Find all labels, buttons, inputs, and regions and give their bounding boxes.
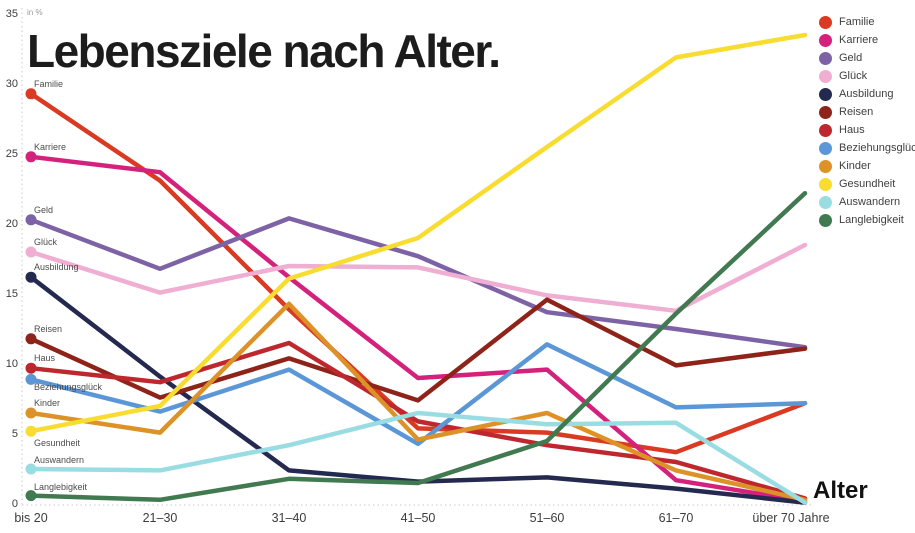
- series-line-karriere: [28, 154, 808, 504]
- x-tick-6: über 70 Jahre: [752, 511, 830, 525]
- legend-label-kinder: Kinder: [839, 160, 871, 172]
- x-tick-2: 31–40: [271, 511, 307, 525]
- series-start-dot-karriere: [25, 151, 37, 163]
- series-line-familie: [28, 91, 808, 455]
- legend-label-beziehungsglueck: Beziehungsglück: [839, 142, 915, 154]
- legend-dot-familie: [819, 16, 832, 29]
- y-axis-unit-label: in %: [27, 8, 43, 17]
- x-tick-3: 41–50: [400, 511, 436, 525]
- legend-label-glueck: Glück: [839, 70, 868, 82]
- y-tick-35: 35: [5, 7, 18, 20]
- y-tick-30: 30: [5, 77, 18, 90]
- series-start-dot-beziehungsglueck: [25, 373, 37, 385]
- series-line-beziehungsglueck: [28, 342, 808, 447]
- series-start-label-langlebigkeit: Langlebigkeit: [34, 481, 88, 492]
- legend-label-auswandern: Auswandern: [839, 196, 901, 208]
- legend-dot-auswandern: [819, 196, 832, 209]
- series-line-gesundheit: [28, 32, 808, 434]
- y-tick-25: 25: [5, 147, 18, 160]
- legend-dot-beziehungsglueck: [819, 142, 832, 155]
- legend-dot-karriere: [819, 34, 832, 47]
- series-start-dot-haus: [25, 362, 37, 374]
- series-start-label-beziehungsglueck: Beziehungsglück: [34, 382, 103, 393]
- series-start-dot-gesundheit: [25, 425, 37, 437]
- series-start-label-haus: Haus: [34, 353, 56, 364]
- series-start-dot-familie: [25, 88, 37, 100]
- legend-dot-haus: [819, 124, 832, 137]
- series-line-kinder: [28, 301, 808, 503]
- series-start-label-familie: Familie: [34, 78, 64, 89]
- series-line-reisen: [28, 297, 808, 403]
- x-tick-1: 21–30: [142, 511, 178, 525]
- x-tick-4: 51–60: [529, 511, 565, 525]
- legend-dot-ausbildung: [819, 88, 832, 101]
- legend-dot-glueck: [819, 70, 832, 83]
- series-start-label-ausbildung: Ausbildung: [34, 262, 79, 273]
- y-tick-10: 10: [5, 357, 18, 370]
- series-start-dot-geld: [25, 214, 37, 226]
- legend-dot-geld: [819, 52, 832, 65]
- legend-label-haus: Haus: [839, 124, 865, 136]
- series-start-label-kinder: Kinder: [34, 398, 61, 408]
- series-line-geld: [28, 216, 808, 350]
- legend-label-reisen: Reisen: [839, 106, 874, 118]
- legend-dot-langlebigkeit: [819, 214, 832, 227]
- series-start-label-karriere: Karriere: [34, 141, 67, 152]
- series-line-auswandern: [28, 410, 808, 505]
- series-line-langlebigkeit: [28, 190, 808, 503]
- series-start-dot-reisen: [25, 333, 37, 345]
- y-tick-20: 20: [5, 217, 18, 230]
- series-start-dot-langlebigkeit: [25, 490, 37, 502]
- y-tick-15: 15: [5, 287, 18, 300]
- series-start-dot-auswandern: [25, 463, 37, 475]
- series-start-label-reisen: Reisen: [34, 323, 63, 334]
- x-tick-5: 61–70: [658, 511, 694, 525]
- series-start-dot-ausbildung: [25, 271, 37, 283]
- x-axis-title: Alter: [813, 477, 868, 504]
- legend-label-gesundheit: Gesundheit: [839, 178, 896, 190]
- y-tick-0: 0: [11, 497, 18, 510]
- series-start-label-gesundheit: Gesundheit: [34, 438, 81, 449]
- series-line-haus: [28, 340, 808, 501]
- legend-label-karriere: Karriere: [839, 34, 879, 46]
- legend-label-ausbildung: Ausbildung: [839, 88, 894, 100]
- series-start-label-auswandern: Auswandern: [34, 455, 85, 465]
- legend-label-langlebigkeit: Langlebigkeit: [839, 214, 904, 226]
- legend-dot-reisen: [819, 106, 832, 119]
- series-start-dot-kinder: [25, 407, 37, 419]
- y-tick-5: 5: [11, 427, 18, 440]
- series-start-label-geld: Geld: [34, 204, 54, 215]
- legend-dot-gesundheit: [819, 178, 832, 191]
- legend-dot-kinder: [819, 160, 832, 173]
- legend-label-familie: Familie: [839, 16, 875, 28]
- chart-title: Lebensziele nach Alter.: [27, 25, 501, 77]
- x-tick-0: bis 20: [14, 511, 48, 525]
- series-start-label-glueck: Glück: [34, 237, 58, 247]
- legend-label-geld: Geld: [839, 52, 863, 64]
- series-start-dot-glueck: [25, 246, 37, 258]
